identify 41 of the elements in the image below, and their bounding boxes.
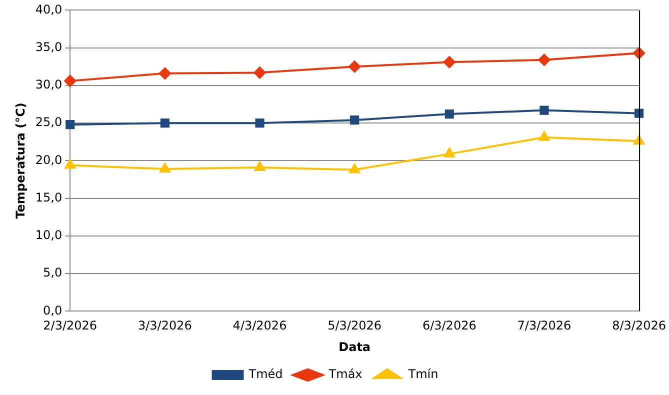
point bbox=[158, 67, 171, 80]
y-tick-label: 5,0 bbox=[43, 266, 62, 280]
point bbox=[444, 148, 455, 158]
legend-label: Tmín bbox=[407, 367, 438, 382]
y-axis-title: Temperatura (°C) bbox=[13, 102, 28, 219]
point bbox=[254, 66, 266, 79]
point bbox=[66, 120, 75, 130]
point bbox=[634, 135, 644, 145]
x-tick-label: 2/3/2026 bbox=[43, 318, 98, 333]
point bbox=[160, 162, 170, 172]
point bbox=[254, 161, 266, 171]
point bbox=[443, 56, 456, 68]
point bbox=[255, 118, 264, 128]
y-tick-label: 25,0 bbox=[35, 115, 62, 130]
legend-label: Tméd bbox=[248, 367, 283, 382]
y-tick-label: 40,0 bbox=[35, 2, 62, 16]
y-tick-label: 20,0 bbox=[35, 152, 62, 167]
point bbox=[160, 118, 170, 128]
y-tick-label: 10,0 bbox=[35, 228, 62, 242]
point bbox=[538, 131, 550, 141]
x-tick-label: 3/3/2026 bbox=[138, 318, 192, 333]
x-tick-label: 7/3/2026 bbox=[517, 318, 572, 333]
x-tick-label: 5/3/2026 bbox=[328, 318, 382, 333]
x-tick-label: 4/3/2026 bbox=[232, 318, 287, 333]
point bbox=[538, 54, 550, 66]
point bbox=[64, 159, 76, 169]
point bbox=[349, 164, 360, 174]
point bbox=[350, 116, 360, 125]
point bbox=[64, 74, 76, 87]
point bbox=[634, 108, 644, 118]
legend-label: Tmáx bbox=[328, 367, 362, 382]
y-tick-label: 35,0 bbox=[35, 40, 62, 54]
point bbox=[444, 110, 454, 119]
x-axis-title: Data bbox=[338, 340, 371, 354]
point bbox=[348, 60, 361, 73]
x-tick-label: 8/3/2026 bbox=[612, 318, 666, 333]
x-tick-label: 6/3/2026 bbox=[422, 318, 476, 333]
y-tick-label: 15,0 bbox=[35, 190, 62, 204]
point bbox=[540, 106, 549, 115]
y-tick-label: 30,0 bbox=[35, 78, 62, 92]
y-tick-label: 0,0 bbox=[43, 303, 62, 318]
